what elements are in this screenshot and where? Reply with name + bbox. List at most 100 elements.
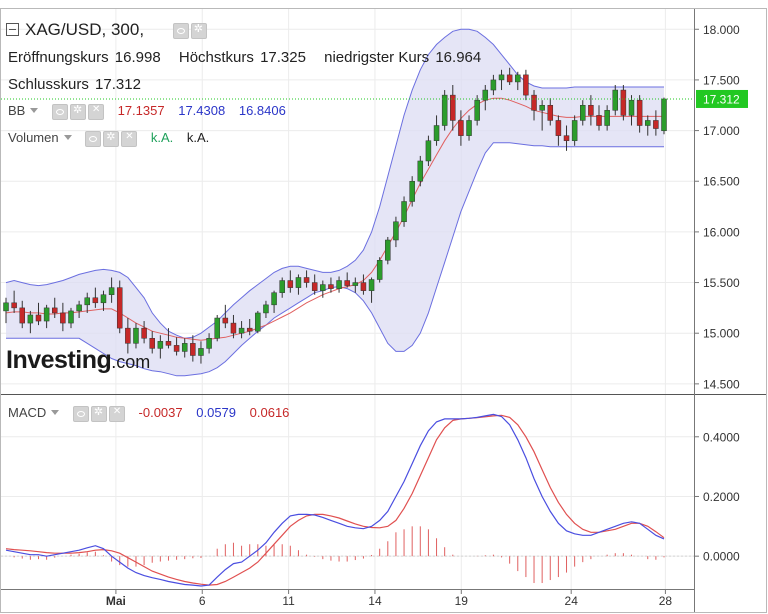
- candle: [141, 321, 147, 344]
- candle: [506, 67, 513, 85]
- candle: [230, 314, 237, 339]
- eye-icon[interactable]: [172, 22, 189, 39]
- candle: [222, 304, 229, 329]
- candle-body: [523, 74, 529, 96]
- gear-icon[interactable]: [69, 103, 86, 120]
- candle-body: [3, 302, 9, 312]
- candle: [68, 307, 74, 329]
- candle-body: [539, 105, 545, 111]
- gear-icon[interactable]: [190, 22, 207, 39]
- candlesticks[interactable]: [3, 67, 667, 364]
- candle: [11, 290, 17, 313]
- macd-line: [5, 413, 665, 587]
- candle: [133, 323, 139, 349]
- time-tick-label: 11: [282, 594, 295, 608]
- candle: [385, 236, 391, 265]
- candle-body: [19, 307, 25, 324]
- candle-body: [344, 280, 350, 286]
- gear-icon[interactable]: [103, 130, 120, 147]
- candle-body: [571, 120, 578, 141]
- bb-lower-line: [6, 142, 664, 377]
- candle: [393, 216, 399, 248]
- investing-logo: Investing.com: [6, 346, 150, 375]
- eye-icon[interactable]: [51, 103, 68, 120]
- candle-body: [181, 343, 188, 352]
- candle: [157, 335, 164, 359]
- candle: [596, 105, 602, 131]
- candle: [116, 280, 123, 334]
- candle: [51, 297, 58, 319]
- candle-body: [157, 341, 164, 349]
- last-price-tag: 17.312: [1, 89, 748, 108]
- candle-body: [108, 287, 115, 295]
- candle-body: [222, 317, 229, 324]
- macd-signal-value: 0.0616: [249, 405, 290, 420]
- macd-signal-line: [5, 414, 665, 586]
- bb-label[interactable]: BB: [8, 103, 26, 118]
- high-label: Höchstkurs: [178, 49, 254, 66]
- candle-body: [263, 304, 269, 314]
- volume-label[interactable]: Volumen: [8, 130, 59, 145]
- candle: [3, 297, 9, 324]
- chevron-down-icon[interactable]: [51, 410, 60, 415]
- eye-icon[interactable]: [85, 130, 102, 147]
- gear-icon[interactable]: [90, 405, 107, 422]
- candle-body: [563, 135, 570, 141]
- macd-tick-label: 0.2000: [703, 490, 740, 504]
- candle: [246, 319, 253, 336]
- bb-middle-value: 17.1357: [117, 103, 165, 118]
- candle: [401, 196, 407, 227]
- volume-indicator-row: Volumen k.A. k.A.: [8, 130, 209, 147]
- candle: [571, 115, 578, 146]
- bollinger-bands: [5, 28, 664, 377]
- candle-body: [230, 322, 237, 334]
- candle: [35, 302, 42, 326]
- open-value: 16.998: [114, 49, 161, 66]
- close-icon[interactable]: [121, 130, 138, 147]
- low-value: 16.964: [435, 49, 482, 66]
- candle-body: [661, 98, 667, 132]
- last-price-label: 17.312: [703, 92, 740, 106]
- eye-icon[interactable]: [72, 405, 89, 422]
- candle-body: [125, 327, 131, 344]
- macd-label[interactable]: MACD: [8, 405, 47, 420]
- candle: [450, 84, 456, 131]
- candle-body: [645, 120, 651, 126]
- candle: [490, 74, 497, 96]
- candle: [238, 321, 245, 339]
- candle-body: [320, 284, 326, 291]
- price-tick-label: 17.000: [703, 124, 740, 138]
- candle-body: [336, 280, 342, 289]
- candle: [531, 90, 537, 121]
- candle: [466, 115, 472, 141]
- candle-body: [612, 89, 619, 111]
- candle-body: [620, 89, 627, 116]
- candle-body: [206, 338, 212, 349]
- candle-body: [238, 327, 245, 334]
- candle: [328, 277, 334, 293]
- candle: [441, 90, 448, 131]
- candle: [27, 310, 34, 334]
- candle: [563, 125, 570, 151]
- open-label: Eröffnungskurs: [8, 49, 109, 66]
- candle-body: [328, 284, 334, 289]
- candle: [190, 335, 196, 362]
- close-icon[interactable]: [108, 405, 125, 422]
- macd-tick-label: 0.0000: [703, 550, 740, 564]
- candle-body: [441, 94, 448, 126]
- candle-body: [165, 341, 172, 346]
- candle-body: [547, 105, 554, 121]
- candle: [100, 290, 107, 311]
- chevron-down-icon[interactable]: [63, 135, 72, 140]
- candle: [125, 318, 131, 354]
- candle: [214, 314, 220, 342]
- close-icon[interactable]: [87, 103, 104, 120]
- candle: [344, 272, 350, 288]
- high-value: 17.325: [260, 49, 306, 66]
- candle-body: [76, 304, 82, 312]
- candle: [149, 331, 155, 354]
- chevron-down-icon[interactable]: [30, 108, 39, 113]
- collapse-icon[interactable]: [6, 23, 19, 36]
- last-price-box: [696, 89, 748, 108]
